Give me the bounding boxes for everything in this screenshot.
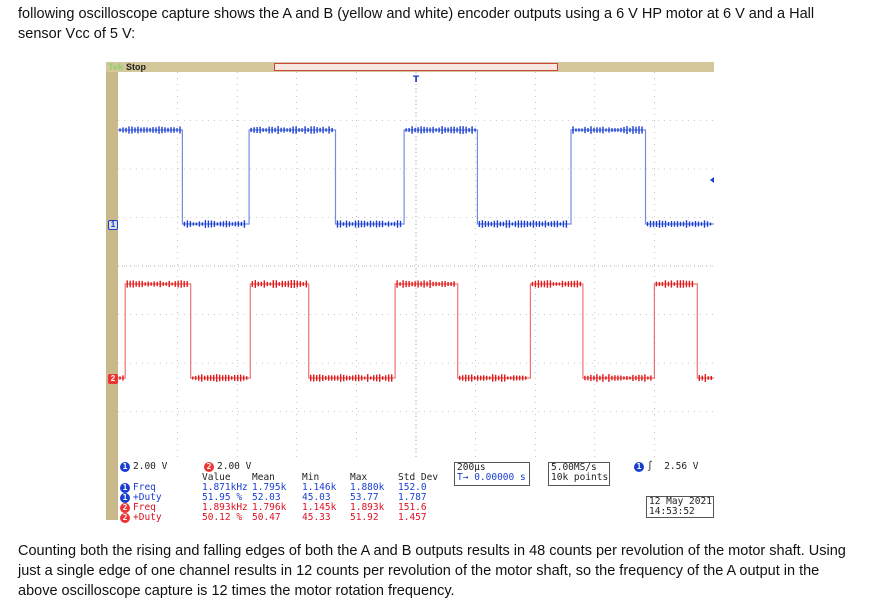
trigger-position-marker: T: [413, 75, 420, 85]
record-length: 10k points: [551, 472, 609, 483]
oscilloscope-capture: Tek Stop T 1 2 1 2.00 V 2 2.00 V Value Mea…: [106, 62, 714, 523]
measurement-cell: 1.787: [398, 492, 427, 503]
trigger-setting: 1 ∫ 2.56 V: [634, 462, 699, 472]
record-position-bar: [274, 63, 558, 71]
trigger-channel: 1: [634, 462, 644, 472]
timestamp-box: 12 May 2021 14:53:52: [646, 496, 714, 518]
scope-status-bar: Tek Stop: [106, 62, 714, 72]
col-header-stddev: Std Dev: [398, 472, 439, 483]
measurement-cell: 1.796k: [252, 502, 287, 513]
brand-label: Tek: [108, 62, 123, 72]
trigger-offset: T→ 0.00000 s: [457, 472, 526, 483]
ch2-badge: 2: [204, 462, 214, 472]
measurement-cell: 51.95 %: [202, 492, 243, 503]
ch2-trace: [118, 283, 714, 379]
row-label: 2 Freq: [120, 503, 156, 513]
measurement-cell: 151.6: [398, 502, 427, 513]
col-header-mean: Mean: [252, 472, 275, 483]
timebase-box: 200µs T→ 0.00000 s: [454, 462, 530, 486]
measurement-cell: 51.92: [350, 512, 379, 523]
ch2-trace-noise: [119, 280, 712, 382]
row-label: 2 +Duty: [120, 513, 162, 523]
outro-paragraph: Counting both the rising and falling edg…: [18, 543, 846, 599]
measurement-cell: 52.03: [252, 492, 281, 503]
measurement-cell: 1.871kHz: [202, 482, 248, 493]
waveform-display: T: [118, 72, 714, 460]
col-header-value: Value: [202, 472, 231, 483]
measurement-cell: 1.795k: [252, 482, 287, 493]
row-channel-badge: 2: [120, 513, 130, 523]
run-state-label: Stop: [126, 62, 146, 72]
row-channel-badge: 1: [120, 483, 130, 493]
acquisition-box: 5.00MS/s 10k points: [548, 462, 610, 486]
row-channel-badge: 2: [120, 503, 130, 513]
intro-paragraph: following oscilloscope capture shows the…: [18, 6, 815, 42]
measurement-cell: 1.893kHz: [202, 502, 248, 513]
capture-time: 14:53:52: [649, 506, 695, 517]
measurement-panel: 1 2.00 V 2 2.00 V Value Mean Min Max Std D…: [118, 460, 714, 523]
measurement-cell: 50.47: [252, 512, 281, 523]
ch1-badge: 1: [120, 462, 130, 472]
trigger-slope-icon: ∫: [647, 461, 653, 472]
measurement-cell: 1.145k: [302, 502, 337, 513]
measurement-cell: 152.0: [398, 482, 427, 493]
measurement-cell: 1.893k: [350, 502, 385, 513]
row-label: 1 +Duty: [120, 493, 162, 503]
trigger-offset-marker: T: [457, 472, 463, 483]
sample-rate: 5.00MS/s: [551, 462, 597, 473]
waveform-plot: T: [118, 72, 714, 460]
ch2-scale: 2 2.00 V: [204, 462, 251, 472]
col-header-min: Min: [302, 472, 320, 483]
row-label: 1 Freq: [120, 483, 156, 493]
col-header-max: Max: [350, 472, 368, 483]
measurement-cell: 50.12 %: [202, 512, 243, 523]
row-channel-badge: 1: [120, 493, 130, 503]
trigger-level-arrow: [710, 177, 714, 183]
ch1-scale: 1 2.00 V: [120, 462, 167, 472]
measurement-cell: 53.77: [350, 492, 379, 503]
measurement-cell: 45.03: [302, 492, 331, 503]
ch1-ground-marker: 1: [108, 220, 118, 230]
timebase: 200µs: [457, 462, 486, 473]
ch1-trace: [118, 129, 714, 225]
ch1-trace-noise: [119, 126, 712, 228]
measurement-cell: 1.146k: [302, 482, 337, 493]
measurement-cell: 45.33: [302, 512, 331, 523]
measurement-cell: 1.880k: [350, 482, 385, 493]
ch2-ground-marker: 2: [108, 374, 118, 384]
measurement-cell: 1.457: [398, 512, 427, 523]
capture-date: 12 May 2021: [649, 496, 712, 507]
